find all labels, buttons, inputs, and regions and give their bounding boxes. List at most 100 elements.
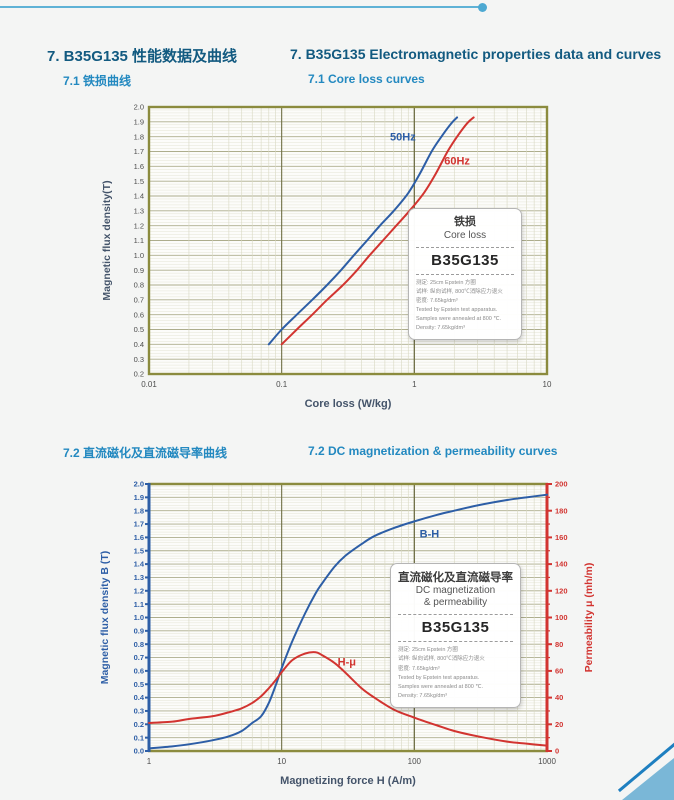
svg-text:0.1: 0.1 <box>276 380 288 389</box>
legend2-divider-top <box>398 614 513 616</box>
svg-text:1.0: 1.0 <box>134 251 144 260</box>
svg-text:0.7: 0.7 <box>134 653 144 662</box>
legend1-divider-bottom <box>416 273 514 275</box>
svg-text:100: 100 <box>408 757 422 766</box>
right-y-axis-title: Permeability μ (mh/m) <box>583 563 595 673</box>
svg-text:0: 0 <box>555 747 559 756</box>
legend1-title-en: Core loss <box>443 229 487 241</box>
svg-text:1.3: 1.3 <box>134 573 144 582</box>
svg-text:0.3: 0.3 <box>134 355 144 364</box>
svg-text:1.6: 1.6 <box>134 162 144 171</box>
legend1-grade: B35G135 <box>431 251 499 269</box>
svg-text:0.0: 0.0 <box>134 747 144 756</box>
svg-text:60: 60 <box>555 667 563 676</box>
legend2-grade: B35G135 <box>421 619 490 637</box>
legend1-note-line: 测定: 25cm Epstein 方圈 <box>416 279 476 286</box>
svg-text:100: 100 <box>555 613 568 622</box>
series-label-H-μ: H-μ <box>338 657 356 669</box>
accent-dot <box>478 3 487 12</box>
legend1-note-line: Samples were annealed at 800 ℃. <box>416 316 502 322</box>
legend2-note-line: Density: 7.65kg/dm³ <box>398 692 447 699</box>
svg-text:1: 1 <box>412 380 417 389</box>
svg-text:1.5: 1.5 <box>134 546 144 555</box>
corner-triangle-decoration <box>622 758 674 800</box>
legend1-note-line: Density: 7.65kg/dm³ <box>416 325 465 332</box>
svg-text:1.5: 1.5 <box>134 177 144 186</box>
svg-text:160: 160 <box>555 533 568 542</box>
svg-text:10: 10 <box>277 757 286 766</box>
left-y-axis-title: Magnetic flux density B (T) <box>99 551 111 685</box>
svg-text:1.8: 1.8 <box>134 132 144 141</box>
svg-text:0.2: 0.2 <box>134 370 144 379</box>
svg-text:1.1: 1.1 <box>134 236 144 245</box>
legend1-note-line: 密度: 7.65kg/dm³ <box>416 297 458 304</box>
legend1-note-line: Tested by Epstein test apparatus. <box>416 306 498 313</box>
svg-text:1.7: 1.7 <box>134 147 144 156</box>
legend2-divider-bottom <box>398 641 513 643</box>
svg-text:0.01: 0.01 <box>141 380 157 389</box>
dc-magnetization-legend-card: 直流磁化及直流磁导率 DC magnetization & permeabili… <box>390 563 521 708</box>
svg-text:140: 140 <box>555 560 568 569</box>
svg-text:120: 120 <box>555 586 568 595</box>
svg-text:0.2: 0.2 <box>134 720 144 729</box>
series-label-60Hz: 60Hz <box>444 155 470 167</box>
svg-text:1.4: 1.4 <box>134 560 145 569</box>
svg-text:1.9: 1.9 <box>134 493 144 502</box>
series-label-50Hz: 50Hz <box>390 132 416 144</box>
y-axis-tick-labels: 0.2 0.3 0.4 0.5 0.6 0.7 0.8 0.9 1.0 1.1 1.2 1.3 1.4 1… <box>134 103 144 379</box>
series-line-H-μ <box>148 651 548 747</box>
svg-text:10: 10 <box>543 380 552 389</box>
svg-text:0.9: 0.9 <box>134 266 144 275</box>
dc-magnetization-chart: 0.0 0.1 0.2 0.3 0.4 0.5 0.6 0.7 0.8 0.9 1.0 1.1 1.2 1… <box>99 480 595 787</box>
svg-text:0.8: 0.8 <box>134 281 144 290</box>
plot-border <box>147 105 549 376</box>
svg-text:1.2: 1.2 <box>134 221 144 230</box>
legend2-note-line: 密度: 7.65kg/dm³ <box>398 665 440 672</box>
legend2-title-zh: 直流磁化及直流磁导率 <box>398 572 513 584</box>
y-axis-tick-labels: 0.0 0.1 0.2 0.3 0.4 0.5 0.6 0.7 0.8 0.9 1.0 1.1 1.2 1… <box>134 480 149 756</box>
legend2-note-line: 试样: 纵向试样, 800℃消除应力退火 <box>398 656 485 663</box>
legend2-note-line: Tested by Epstein test apparatus. <box>398 674 480 681</box>
section-7-1-heading-zh: 7.1 铁损曲线 <box>63 74 132 88</box>
svg-text:200: 200 <box>555 480 568 489</box>
svg-text:1.4: 1.4 <box>134 192 144 201</box>
svg-text:1: 1 <box>147 757 152 766</box>
svg-text:2.0: 2.0 <box>134 480 144 489</box>
section-7-2-heading-en: 7.2 DC magnetization & permeability curv… <box>308 444 558 458</box>
series-line-B-H <box>148 493 548 750</box>
svg-text:1.2: 1.2 <box>134 586 144 595</box>
series-label-B-H: B-H <box>420 528 440 540</box>
svg-text:0.8: 0.8 <box>134 640 144 649</box>
page-title-zh: 7. B35G135 性能数据及曲线 <box>47 48 238 65</box>
legend2-title-en-line1: DC magnetization <box>415 585 496 597</box>
x-axis-title: Magnetizing force H (A/m) <box>280 775 416 787</box>
svg-text:0.6: 0.6 <box>134 667 144 676</box>
legend1-note-line: 试样: 纵向试样, 800℃消除应力退火 <box>416 288 503 295</box>
x-axis-tick-labels: 1 10 100 1000 <box>147 757 557 766</box>
svg-text:180: 180 <box>555 506 568 515</box>
legend1-notes: 测定: 25cm Epstein 方圈 试样: 纵向试样, 800℃消除应力退火… <box>416 279 514 333</box>
core-loss-chart: 0.2 0.3 0.4 0.5 0.6 0.7 0.8 0.9 1.0 1.1 1.2 1.3 1.4 1… <box>101 103 552 410</box>
svg-text:80: 80 <box>555 640 563 649</box>
core-loss-legend-card: 铁损 Core loss B35G135 测定: 25cm Epstein 方圈… <box>408 208 522 341</box>
svg-text:1000: 1000 <box>538 757 556 766</box>
svg-text:1.6: 1.6 <box>134 533 144 542</box>
legend2-note-line: Samples were annealed at 800 ℃. <box>398 683 484 690</box>
legend2-note-line: 测定: 25cm Epstein 方圈 <box>398 647 458 654</box>
svg-text:0.7: 0.7 <box>134 295 144 304</box>
page-title-en: 7. B35G135 Electromagnetic properties da… <box>290 46 662 62</box>
svg-text:1.7: 1.7 <box>134 520 144 529</box>
right-axis-tick-labels: 0 20 40 60 80 100 120 140 160 180 200 <box>547 480 568 756</box>
x-axis-tick-labels: 0.01 0.1 1 10 <box>141 380 552 389</box>
svg-text:0.6: 0.6 <box>134 310 144 319</box>
legend2-title-en-line2: & permeability <box>423 597 488 609</box>
svg-text:1.1: 1.1 <box>134 600 144 609</box>
svg-text:40: 40 <box>555 693 563 702</box>
y-axis-title: Magnetic flux density(T) <box>101 180 113 300</box>
svg-text:0.5: 0.5 <box>134 325 144 334</box>
svg-text:2.0: 2.0 <box>134 103 144 112</box>
svg-text:20: 20 <box>555 720 563 729</box>
section-7-2-heading-zh: 7.2 直流磁化及直流磁导率曲线 <box>63 446 228 460</box>
svg-text:0.4: 0.4 <box>134 693 145 702</box>
